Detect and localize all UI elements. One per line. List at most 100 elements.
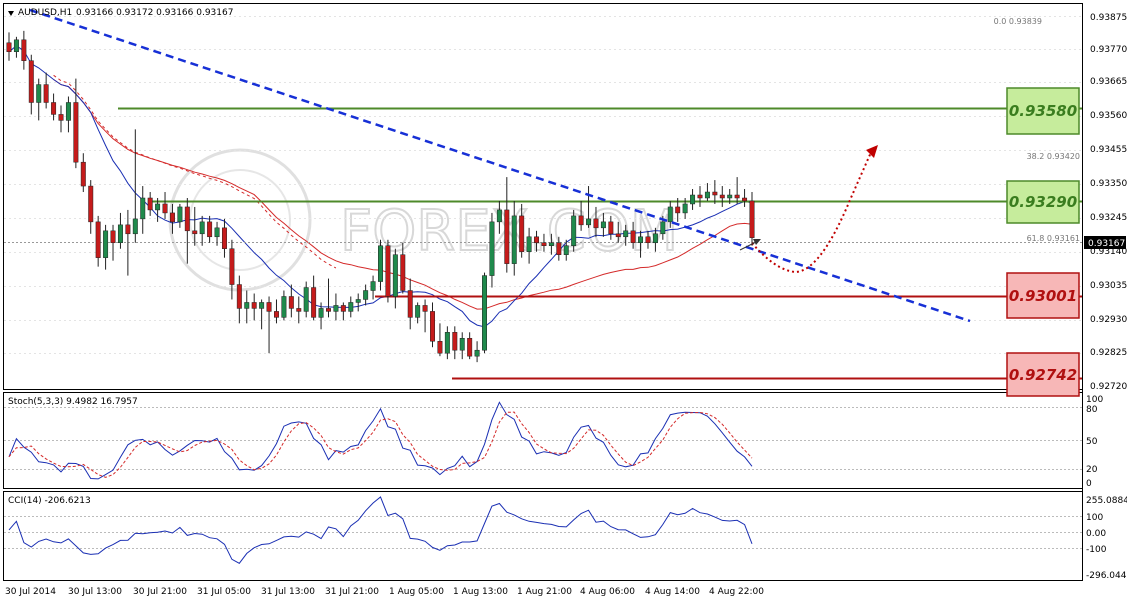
bearish-candle [556,242,562,255]
time-tick: 30 Jul 13:00 [68,587,122,597]
price-axis: 0.93875 0.93770 0.93665 0.93560 0.93455 … [1084,13,1127,392]
bearish-candle [578,215,584,226]
bullish-candle [244,302,250,309]
stochastic-panel: Stoch(5,3,3) 9.4982 16.7957 100 80 50 20… [4,395,1103,489]
bullish-candle [281,296,287,318]
bullish-candle [259,302,265,309]
bullish-candle [392,254,398,297]
bearish-candle [274,311,279,318]
bullish-candle [459,338,465,351]
fib-61-label: 61.8 0.93161 [1027,234,1080,243]
cci-tick: 100 [1086,513,1103,523]
bearish-candle [311,287,317,318]
price-tick: 0.92720 [1090,382,1127,392]
bearish-candle [697,194,703,199]
stoch-tick: 0 [1086,479,1092,489]
bullish-candle [482,275,487,351]
bullish-candle [682,203,688,214]
bullish-candle [548,242,554,246]
bearish-candle [385,245,391,297]
bearish-candle [251,302,257,309]
bullish-candle [511,215,517,264]
cci-tick: -100 [1086,545,1107,555]
bearish-candle [340,305,346,312]
bearish-candle [452,332,458,351]
cci-tick: 0.00 [1086,529,1106,539]
bearish-candle [645,236,651,244]
bearish-candle [28,60,34,103]
bearish-candle [236,284,242,309]
cci-tick: -296.0442 [1086,571,1127,581]
level-box-0.93290 [1006,180,1080,224]
bearish-candle [147,197,153,211]
bearish-candle [593,218,599,229]
current-price-label: 0.93167 [1088,239,1125,249]
bullish-candle [370,281,376,291]
price-tick: 0.93455 [1090,145,1127,155]
stoch-tick: 20 [1086,465,1098,475]
price-tick: 0.93350 [1090,179,1127,189]
level-label-0.93290: 0.93290 [1009,193,1077,211]
cci-panel: CCI(14) -206.6213 255.0884 100 0.00 -100… [4,496,1127,581]
bearish-candle [296,308,302,312]
bearish-candle [400,254,406,291]
price-tick: 0.93035 [1090,281,1127,291]
price-tick: 0.93875 [1090,13,1127,23]
bullish-candle [496,209,502,223]
dropdown-triangle-icon [8,11,14,16]
bearish-candle [712,191,718,196]
bearish-candle [125,224,131,235]
bearish-candle [58,114,64,121]
bearish-candle [541,242,547,246]
bearish-candle [615,233,621,238]
bearish-candle [207,221,213,238]
bullish-candle [638,236,644,244]
price-tick: 0.92825 [1090,348,1127,358]
bearish-candle [43,84,49,103]
time-tick: 4 Aug 06:00 [580,587,635,597]
time-tick: 31 Jul 13:00 [261,587,315,597]
bullish-candle [333,305,339,312]
bullish-candle [727,194,733,199]
time-tick: 1 Aug 13:00 [453,587,508,597]
bullish-candle [348,302,354,312]
bearish-candle [110,230,116,244]
bearish-candle [430,311,435,342]
support-resistance-lines [4,107,1082,380]
bearish-candle [162,203,168,214]
chart-header[interactable]: AUDUSD,H1 0.93166 0.93172 0.93166 0.9316… [8,8,233,18]
current-price-marker [1084,236,1126,249]
level-label-0.93580: 0.93580 [1009,102,1077,120]
bearish-candle [288,296,294,309]
price-tick: 0.93665 [1090,77,1127,87]
time-tick: 1 Aug 21:00 [517,587,572,597]
bearish-candle [95,221,101,258]
price-tick: 0.93140 [1090,247,1127,257]
bearish-candle [169,212,175,223]
bearish-candle [407,290,413,318]
bearish-candle [437,340,443,354]
time-tick: 4 Aug 22:00 [709,587,764,597]
bullish-candle [571,215,577,246]
bullish-candle [318,308,324,318]
bullish-candle [355,299,361,303]
level-label-0.92742: 0.92742 [1009,366,1077,384]
bearish-candle [184,206,190,232]
price-tick: 0.93560 [1090,111,1127,121]
bearish-candle [80,161,86,187]
projection-arrow [739,145,878,274]
stoch-tick: 80 [1086,405,1098,415]
price-tick: 0.93770 [1090,45,1127,55]
time-tick: 30 Jul 21:00 [133,587,187,597]
bullish-candle [489,221,495,276]
downtrend-line[interactable] [29,8,971,323]
time-tick: 4 Aug 14:00 [645,587,700,597]
bullish-candle [660,221,666,235]
time-tick: 31 Jul 21:00 [325,587,379,597]
price-tick: 0.93245 [1090,213,1127,223]
bullish-candle [652,233,658,244]
bearish-candle [192,230,198,235]
bearish-candle [229,248,235,285]
bearish-candle [326,308,331,312]
